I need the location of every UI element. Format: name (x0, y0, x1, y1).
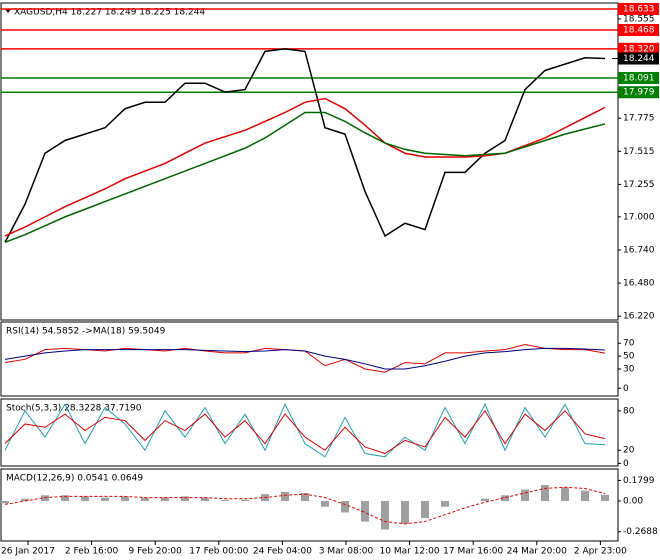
histogram-bar (301, 493, 309, 501)
histogram-bar (361, 501, 369, 522)
histogram-bar (561, 487, 569, 501)
x-tick-label: 9 Feb 20:00 (129, 547, 183, 557)
histogram-bar (541, 485, 549, 501)
histogram-bar (121, 496, 129, 501)
x-tick-label: 10 Mar 12:00 (380, 547, 440, 557)
series-line (4, 403, 606, 458)
histogram-bar (181, 496, 189, 501)
histogram-bar (141, 497, 149, 501)
series-line (4, 347, 606, 370)
x-tick-label: 3 Mar 08:00 (319, 547, 374, 557)
histogram-bar (601, 494, 609, 501)
histogram-bar (241, 499, 249, 501)
series-line (4, 409, 606, 455)
histogram-bar (21, 498, 29, 501)
y-tick-label: 17.255 (623, 180, 655, 190)
x-tick-label: 24 Mar 20:00 (507, 547, 567, 557)
panel-frame (0, 2, 619, 321)
y-tick-label: -0.2688 (623, 527, 658, 537)
panel-title: XAGUSD,H4 18.227 18.249 18.225 18.244 (14, 8, 205, 18)
level-label-bg (618, 42, 659, 55)
histogram-bar (161, 497, 169, 501)
x-tick-label: 17 Feb 00:00 (189, 547, 248, 557)
histogram-bar (421, 501, 429, 519)
y-tick-label: 80 (623, 406, 635, 416)
histogram-bar (281, 491, 289, 501)
panel-title: RSI(14) 54.5852 ->MA(18) 59.5049 (6, 327, 166, 337)
y-tick-label: 16.220 (623, 312, 655, 322)
histogram-bar (481, 498, 489, 501)
y-tick-label: 18.555 (623, 14, 655, 24)
panel-frame (0, 398, 619, 467)
y-tick-label: 17.775 (623, 114, 655, 124)
histogram-bar (61, 495, 69, 501)
level-label-bg (618, 71, 659, 84)
panel-title: Stoch(5,3,3) 28.3228 37.7190 (6, 404, 142, 414)
histogram-bar (101, 497, 109, 501)
histogram-bar (1, 501, 9, 504)
level-label-bg (618, 23, 659, 36)
panel-frame (0, 321, 619, 397)
y-tick-label: 17.515 (623, 147, 655, 157)
y-tick-label: 0.00 (623, 497, 643, 507)
y-tick-label: 70 (623, 339, 635, 349)
x-tick-label: 26 Jan 2017 (1, 547, 55, 557)
y-tick-label: 0 (623, 459, 629, 469)
histogram-bar (41, 495, 49, 501)
series-line (4, 111, 606, 244)
panel-title: MACD(12,26,9) 0.0541 0.0649 (6, 474, 143, 484)
series-line (4, 48, 606, 243)
symbol-arrow (5, 9, 11, 13)
level-label: 18.320 (623, 44, 655, 54)
x-tick-label: 17 Mar 16:00 (443, 547, 503, 557)
histogram-bar (221, 499, 229, 501)
y-tick-label: 0 (623, 384, 629, 394)
price-label-bg (618, 52, 659, 65)
price-label: 18.244 (623, 54, 655, 64)
histogram-bar (321, 501, 329, 507)
histogram-bar (441, 501, 449, 507)
y-tick-label: 30 (623, 364, 635, 374)
histogram-bar (201, 497, 209, 501)
y-tick-label: 50 (623, 352, 635, 362)
histogram-bar (501, 495, 509, 501)
level-label-bg (618, 86, 659, 99)
level-label: 18.091 (623, 73, 655, 83)
histogram-bar (581, 490, 589, 501)
panel-frame (0, 468, 619, 542)
y-tick-label: 17.000 (623, 212, 655, 222)
level-label-bg (618, 2, 659, 15)
level-label: 18.468 (623, 25, 655, 35)
y-tick-label: 20 (623, 446, 635, 456)
series-line (4, 486, 606, 525)
level-label: 18.633 (623, 4, 655, 14)
y-tick-label: 16.480 (623, 279, 655, 289)
x-tick-label: 2 Feb 16:00 (65, 547, 119, 557)
histogram-bar (521, 489, 529, 501)
histogram-bar (381, 501, 389, 530)
y-tick-label: 0.1799 (623, 476, 655, 486)
x-tick-label: 24 Feb 04:00 (253, 547, 312, 557)
histogram-bar (81, 496, 89, 501)
histogram-bar (401, 501, 409, 524)
x-tick-label: 2 Apr 23:00 (574, 547, 627, 557)
level-label: 17.979 (623, 88, 655, 98)
y-tick-label: 16.740 (623, 245, 655, 255)
histogram-bar (341, 501, 349, 513)
